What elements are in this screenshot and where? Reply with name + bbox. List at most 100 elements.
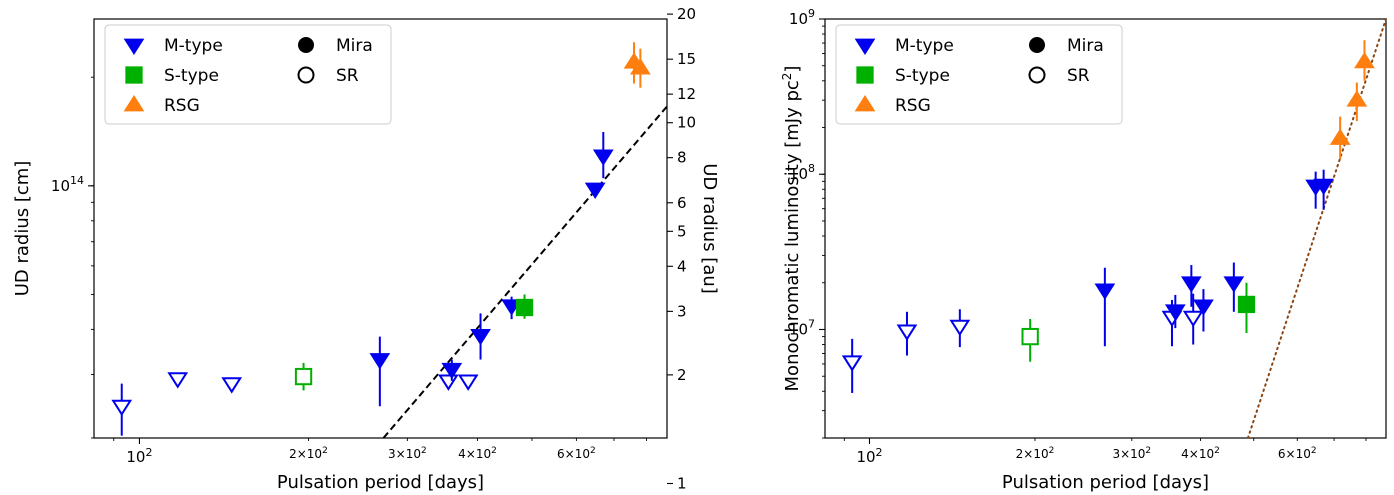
legend-label: SR bbox=[1067, 66, 1090, 86]
marker-rsg-mira bbox=[1329, 128, 1351, 145]
data-point bbox=[167, 372, 189, 389]
y2-tick-label: 8 bbox=[677, 149, 687, 167]
legend: M-type S-type RSG Mira SR bbox=[835, 24, 1123, 125]
legend-entry: S-type bbox=[856, 66, 950, 86]
axes-frame bbox=[93, 18, 668, 439]
legend-marker-mira bbox=[1029, 37, 1045, 53]
legend-label: M-type bbox=[895, 36, 954, 56]
marker-m-type-sr bbox=[221, 377, 243, 394]
y-tick-label-sup: 8 bbox=[808, 162, 815, 175]
y2-tick-label: 6 bbox=[677, 194, 687, 212]
y-tick-label: 107 bbox=[789, 317, 815, 338]
legend-label: RSG bbox=[895, 96, 931, 116]
legend-entry: M-type bbox=[854, 36, 954, 56]
legend-marker-m-type bbox=[123, 38, 145, 55]
x-tick-label: 102 bbox=[856, 446, 882, 466]
data-point bbox=[1164, 294, 1186, 329]
x-tick-label-sup: 2 bbox=[876, 446, 883, 459]
data-point bbox=[438, 374, 459, 391]
plot-frame bbox=[824, 18, 1387, 439]
y-tick-label: 1014 bbox=[51, 174, 84, 195]
y-tick-label-sup: 9 bbox=[808, 7, 815, 20]
marker-m-type-mira bbox=[441, 362, 463, 380]
x-axis-label: Pulsation period [days] bbox=[277, 472, 484, 493]
data-point bbox=[1021, 318, 1039, 362]
y2-tick-label: 2 bbox=[677, 366, 687, 384]
legend-entry: SR bbox=[297, 66, 359, 86]
data-point bbox=[1237, 282, 1256, 333]
legend-entry: RSG bbox=[854, 95, 931, 116]
x-tick-label-sup: 2 bbox=[421, 446, 427, 456]
marker-m-type-sr bbox=[457, 374, 479, 391]
data-point bbox=[896, 311, 918, 356]
x-tick-label-sup: 2 bbox=[1214, 446, 1220, 456]
marker-m-type-mira bbox=[1180, 276, 1202, 293]
marker-m-type-mira bbox=[369, 353, 391, 370]
data-point bbox=[221, 377, 243, 394]
legend-entry: SR bbox=[1028, 66, 1090, 86]
legend-entry: RSG bbox=[123, 95, 200, 116]
y2-tick-label: 12 bbox=[677, 85, 696, 103]
legend-marker-m-type bbox=[854, 38, 876, 55]
x-tick-label-base: 6×10 bbox=[1278, 447, 1311, 461]
legend-label: Mira bbox=[1067, 36, 1104, 56]
plot-frame bbox=[93, 18, 668, 439]
y2-tick-label: 4 bbox=[677, 257, 687, 275]
y2-tick-label: 10 bbox=[677, 114, 696, 132]
marker-m-type-sr bbox=[111, 399, 133, 417]
x-tick-label-sup: 2 bbox=[1311, 446, 1317, 456]
legend-entry: M-type bbox=[123, 36, 223, 56]
marker-m-type-mira bbox=[1164, 304, 1186, 321]
marker-m-type-mira bbox=[1223, 276, 1245, 293]
legend-entry: Mira bbox=[298, 36, 373, 56]
x-tick-label: 3×102 bbox=[1112, 446, 1151, 461]
data-points bbox=[111, 42, 651, 436]
x-axis-label: Pulsation period [days] bbox=[1002, 472, 1209, 493]
marker-m-type-sr bbox=[896, 324, 918, 341]
axes-frame bbox=[824, 18, 1387, 439]
y2-tick-label: 20 bbox=[677, 5, 696, 23]
data-points bbox=[841, 40, 1375, 393]
data-point bbox=[441, 359, 463, 381]
legend-marker-sr bbox=[1028, 66, 1046, 84]
data-point bbox=[630, 48, 651, 88]
data-point bbox=[457, 374, 479, 391]
y2-tick-label: 1 bbox=[677, 474, 687, 492]
data-point bbox=[369, 336, 391, 407]
y-tick-label-base: 10 bbox=[51, 177, 70, 195]
x-tick-label-base: 3×10 bbox=[388, 447, 421, 461]
x-tick-label-sup: 2 bbox=[491, 446, 497, 456]
data-point bbox=[1193, 289, 1214, 332]
data-point bbox=[294, 362, 313, 391]
legend-marker-mira bbox=[298, 37, 314, 53]
axis-ticks: 102 2×102 3×102 4×102 6×10210141234568101215… bbox=[51, 5, 696, 492]
legend-box bbox=[104, 24, 392, 125]
x-tick-label: 2×102 bbox=[1016, 446, 1055, 461]
y-tick-label-base: 10 bbox=[789, 10, 808, 28]
marker-rsg-mira bbox=[630, 58, 651, 75]
x-tick-label-base: 4×10 bbox=[1181, 447, 1214, 461]
data-point bbox=[515, 294, 534, 319]
x-tick-label-base: 4×10 bbox=[458, 447, 491, 461]
y2-tick-label: 5 bbox=[677, 222, 687, 240]
x-tick-label-base: 2×10 bbox=[289, 447, 322, 461]
data-point bbox=[1346, 82, 1368, 122]
legend-marker-s-type bbox=[125, 66, 143, 84]
marker-m-type-mira bbox=[592, 149, 614, 166]
legend-entry: S-type bbox=[125, 66, 219, 86]
fit-line-dashed bbox=[382, 105, 668, 439]
x-tick-label-sup: 2 bbox=[145, 446, 152, 459]
data-point bbox=[1329, 116, 1351, 160]
marker-s-type-mira bbox=[515, 298, 534, 317]
x-tick-label-base: 10 bbox=[126, 448, 145, 466]
x-tick-label: 3×102 bbox=[388, 446, 427, 461]
marker-m-type-mira bbox=[1193, 299, 1214, 316]
marker-m-type-mira bbox=[1094, 283, 1116, 300]
legend-label: SR bbox=[336, 66, 359, 86]
data-point bbox=[1094, 267, 1116, 347]
y-axis-label-end: ] bbox=[782, 66, 803, 73]
chart-panel-radius: 102 2×102 3×102 4×102 6×10210141234568101215… bbox=[12, 5, 720, 493]
y-tick-label-base: 10 bbox=[789, 165, 808, 183]
y2-tick-label: 3 bbox=[677, 302, 687, 320]
